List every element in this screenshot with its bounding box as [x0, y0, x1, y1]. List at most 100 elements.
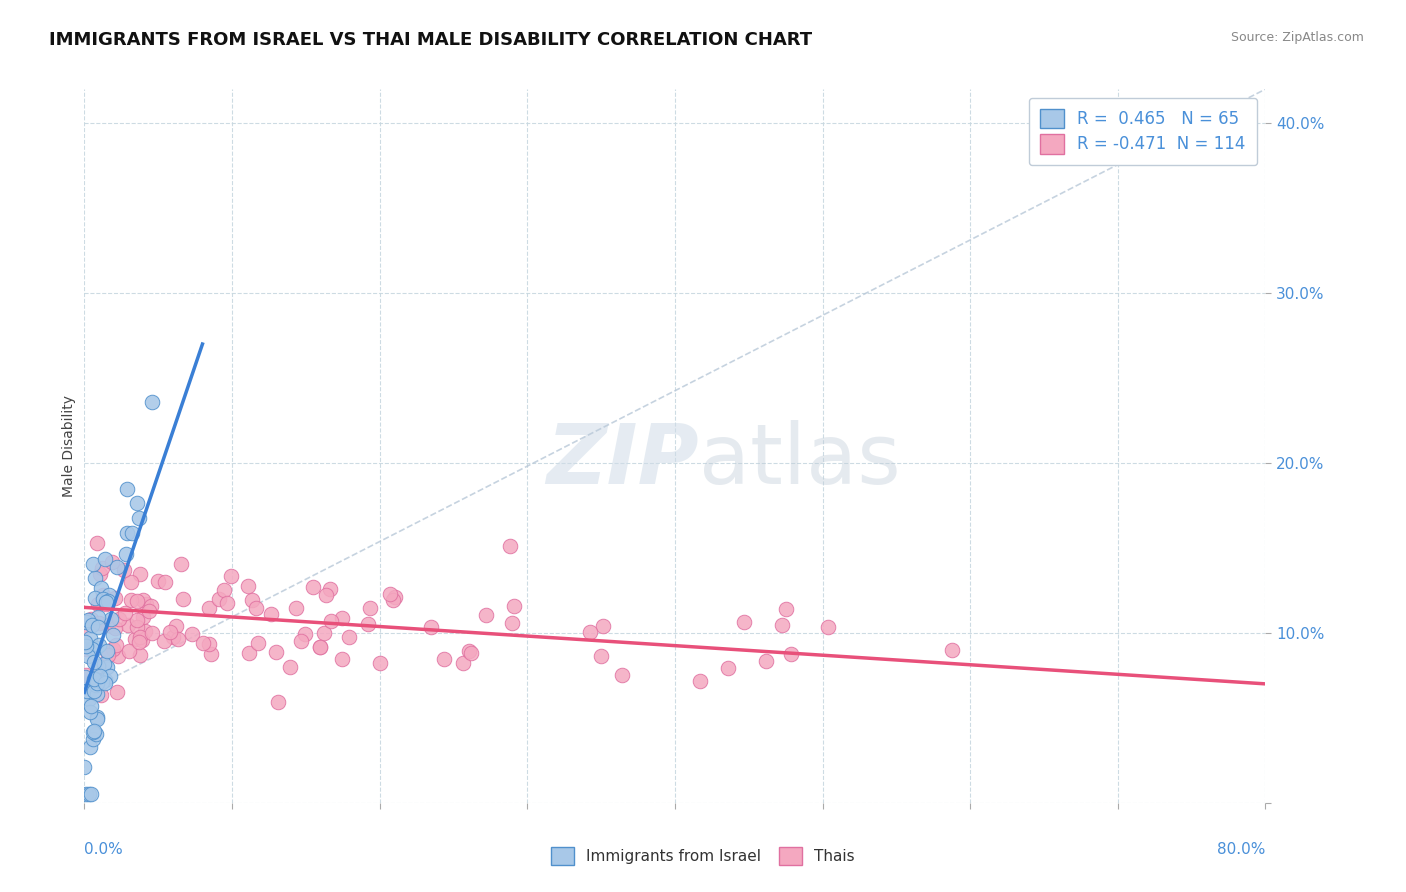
- Point: [75, 668, 97, 682]
- Point: [97, 594, 120, 608]
- Text: IMMIGRANTS FROM ISRAEL VS THAI MALE DISABILITY CORRELATION CHART: IMMIGRANTS FROM ISRAEL VS THAI MALE DISA…: [49, 31, 813, 49]
- Point: [141, 599, 163, 614]
- Point: [330, 652, 353, 666]
- Point: [90, 581, 112, 595]
- Point: [77, 613, 100, 627]
- Point: [93, 673, 115, 687]
- Text: 0.0%: 0.0%: [84, 842, 124, 857]
- Legend: Immigrants from Israel, Thais: Immigrants from Israel, Thais: [544, 841, 862, 871]
- Point: [141, 626, 163, 640]
- Point: [128, 511, 150, 525]
- Point: [198, 600, 221, 615]
- Point: [129, 566, 152, 581]
- Point: [319, 614, 342, 628]
- Point: [141, 395, 163, 409]
- Point: [247, 636, 270, 650]
- Point: [86, 710, 108, 724]
- Point: [94, 676, 117, 690]
- Point: [75, 639, 97, 653]
- Point: [458, 644, 481, 658]
- Point: [460, 646, 482, 660]
- Point: [79, 631, 101, 645]
- Point: [96, 644, 118, 658]
- Point: [80, 642, 103, 657]
- Point: [330, 611, 353, 625]
- Point: [83, 723, 105, 738]
- Point: [87, 659, 110, 673]
- Point: [73, 670, 96, 684]
- Point: [83, 684, 105, 698]
- Point: [499, 539, 522, 553]
- Point: [75, 787, 97, 801]
- Point: [97, 618, 120, 632]
- Point: [165, 619, 187, 633]
- Point: [83, 672, 105, 686]
- Point: [208, 592, 231, 607]
- Point: [131, 610, 153, 624]
- Point: [221, 569, 243, 583]
- Point: [91, 675, 114, 690]
- Point: [77, 692, 100, 706]
- Point: [475, 607, 498, 622]
- Point: [733, 615, 755, 629]
- Point: [90, 688, 112, 702]
- Point: [285, 601, 308, 615]
- Point: [115, 547, 138, 561]
- Point: [135, 598, 157, 612]
- Point: [84, 591, 107, 606]
- Point: [91, 560, 114, 574]
- Point: [589, 649, 612, 664]
- Point: [82, 732, 104, 747]
- Point: [84, 571, 107, 585]
- Point: [238, 646, 260, 660]
- Point: [212, 582, 235, 597]
- Point: [101, 555, 124, 569]
- Text: 80.0%: 80.0%: [1218, 842, 1265, 857]
- Point: [502, 599, 524, 613]
- Point: [86, 678, 108, 692]
- Point: [236, 578, 259, 592]
- Point: [97, 588, 120, 602]
- Point: [380, 587, 402, 601]
- Point: [357, 616, 380, 631]
- Point: [82, 557, 104, 571]
- Point: [84, 727, 107, 741]
- Point: [115, 482, 138, 496]
- Point: [294, 627, 316, 641]
- Point: [159, 625, 181, 640]
- Point: [501, 616, 523, 631]
- Point: [717, 660, 740, 674]
- Point: [77, 648, 100, 663]
- Point: [368, 656, 391, 670]
- Point: [75, 615, 97, 629]
- Point: [382, 593, 405, 607]
- Point: [155, 575, 177, 590]
- Point: [89, 669, 111, 683]
- Point: [592, 619, 614, 633]
- Point: [775, 601, 797, 615]
- Point: [100, 612, 122, 626]
- Point: [75, 642, 97, 657]
- Point: [84, 641, 107, 656]
- Point: [312, 625, 335, 640]
- Point: [941, 643, 963, 657]
- Point: [89, 567, 111, 582]
- Point: [433, 652, 456, 666]
- Text: atlas: atlas: [699, 420, 900, 500]
- Point: [384, 590, 406, 604]
- Point: [308, 640, 330, 655]
- Text: Source: ZipAtlas.com: Source: ZipAtlas.com: [1230, 31, 1364, 45]
- Point: [82, 725, 104, 739]
- Point: [107, 612, 129, 626]
- Point: [200, 647, 222, 661]
- Point: [319, 582, 342, 597]
- Point: [93, 551, 115, 566]
- Point: [245, 601, 267, 615]
- Point: [132, 593, 155, 607]
- Point: [75, 635, 97, 649]
- Point: [76, 684, 98, 698]
- Point: [242, 592, 264, 607]
- Point: [80, 699, 103, 714]
- Point: [419, 620, 441, 634]
- Point: [290, 634, 312, 648]
